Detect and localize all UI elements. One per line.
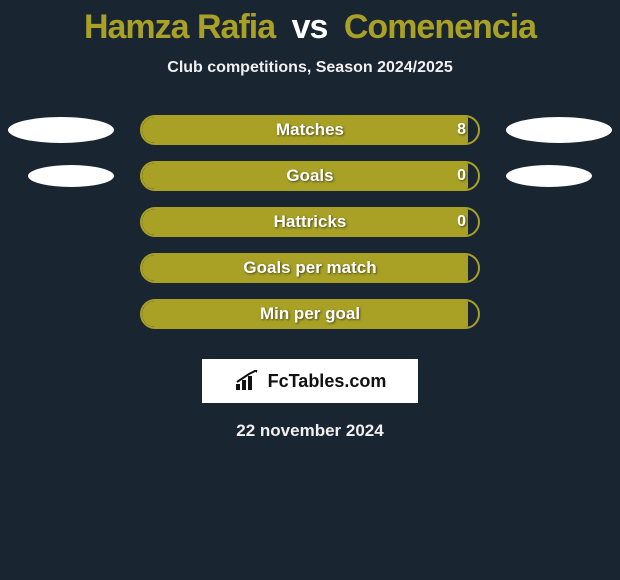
- page-title: Hamza Rafia vs Comenencia: [0, 8, 620, 47]
- stat-bar-value: 0: [457, 163, 466, 189]
- stat-bar-label: Goals: [142, 163, 478, 189]
- date-text: 22 november 2024: [0, 421, 620, 441]
- stat-rows: Matches8Goals0Hattricks0Goals per matchM…: [0, 107, 620, 337]
- brand-badge: FcTables.com: [202, 359, 418, 403]
- stat-bar: Min per goal: [140, 299, 480, 329]
- avatar-ellipse-right: [506, 165, 592, 187]
- comparison-widget: Hamza Rafia vs Comenencia Club competiti…: [0, 0, 620, 441]
- brand-chart-icon: [234, 370, 262, 392]
- stat-row: Goals per match: [0, 245, 620, 291]
- stat-bar-label: Goals per match: [142, 255, 478, 281]
- stat-bar-label: Min per goal: [142, 301, 478, 327]
- stat-row: Matches8: [0, 107, 620, 153]
- avatar-ellipse-right: [506, 117, 612, 143]
- stat-bar: Hattricks0: [140, 207, 480, 237]
- title-player2: Comenencia: [344, 8, 536, 46]
- stat-bar: Goals per match: [140, 253, 480, 283]
- subtitle: Club competitions, Season 2024/2025: [0, 59, 620, 77]
- stat-row: Goals0: [0, 153, 620, 199]
- title-player1: Hamza Rafia: [84, 8, 275, 46]
- stat-bar: Matches8: [140, 115, 480, 145]
- stat-bar-value: 0: [457, 209, 466, 235]
- stat-bar: Goals0: [140, 161, 480, 191]
- avatar-ellipse-left: [8, 117, 114, 143]
- stat-row: Hattricks0: [0, 199, 620, 245]
- stat-bar-value: 8: [457, 117, 466, 143]
- stat-bar-label: Hattricks: [142, 209, 478, 235]
- title-vs: vs: [292, 8, 328, 46]
- avatar-ellipse-left: [28, 165, 114, 187]
- stat-bar-label: Matches: [142, 117, 478, 143]
- stat-row: Min per goal: [0, 291, 620, 337]
- brand-text: FcTables.com: [268, 371, 387, 392]
